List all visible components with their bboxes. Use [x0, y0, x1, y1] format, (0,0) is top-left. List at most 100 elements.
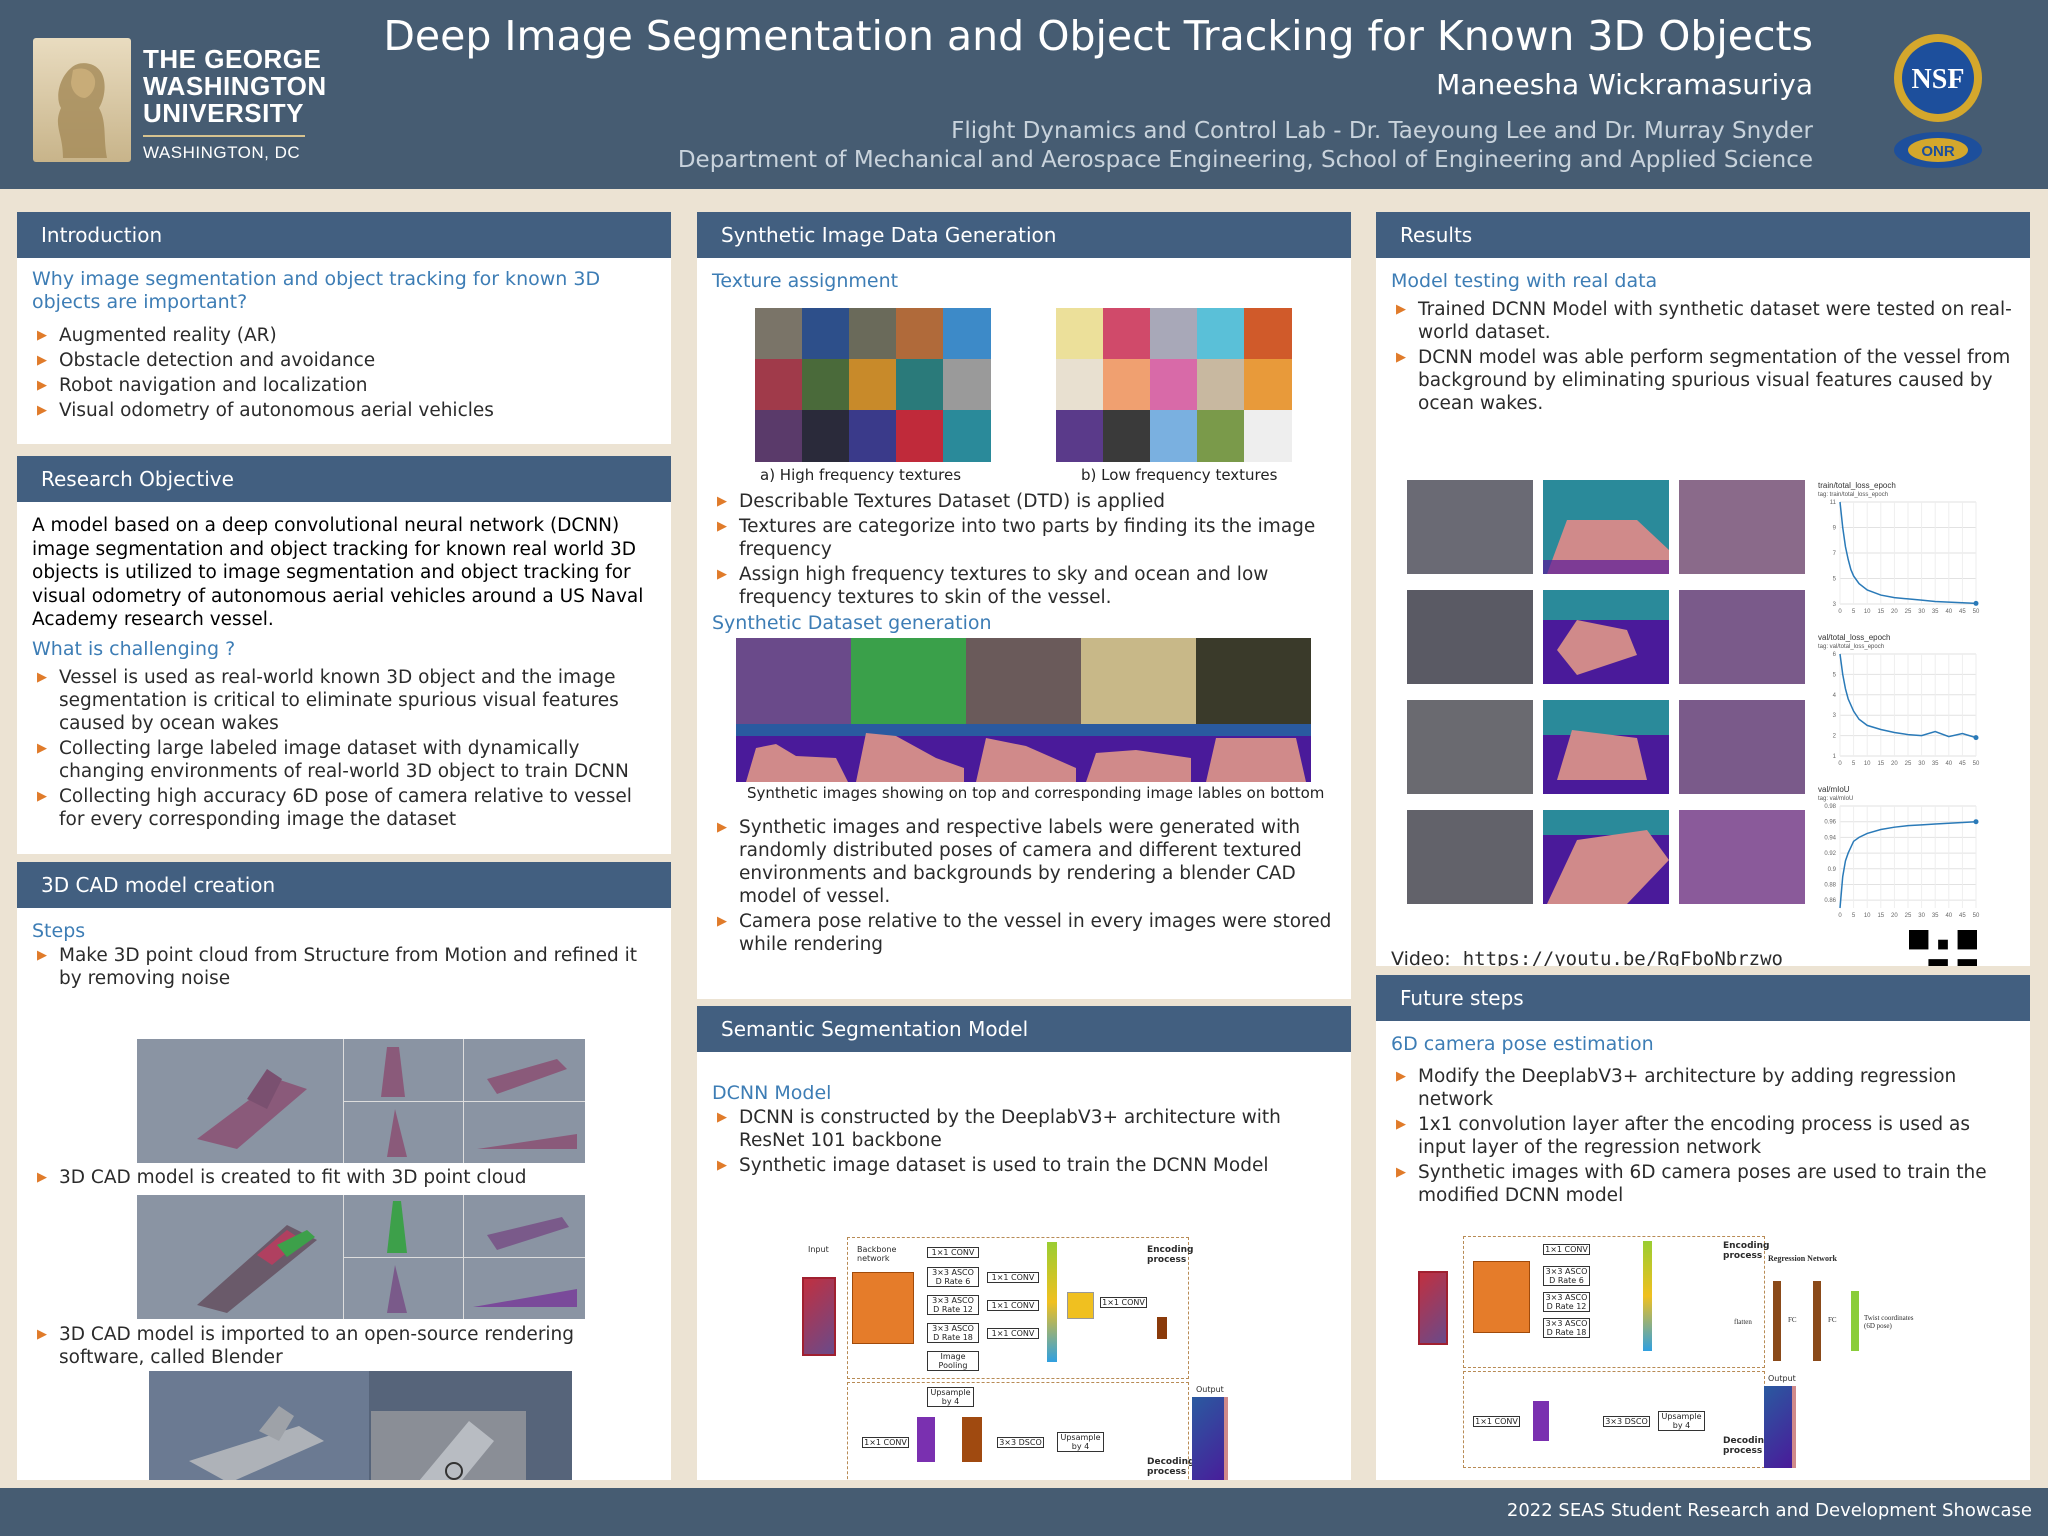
cad-model-figure: [137, 1195, 585, 1319]
research-objective-heading: Research Objective: [17, 456, 671, 502]
future-panel: Future steps 6D camera pose estimation M…: [1376, 975, 2030, 1480]
real-data-results-grid: [1407, 480, 1805, 904]
x-tick-label: 10: [1864, 913, 1871, 919]
poster-header: THE GEORGE WASHINGTON UNIVERSITY WASHING…: [0, 0, 2048, 189]
series-end-point: [1973, 600, 1979, 606]
regression-network-label: Regression Network: [1768, 1254, 1837, 1263]
future-input-icon: [1418, 1271, 1448, 1345]
concat-icon: [1067, 1292, 1094, 1319]
result-row-1: [1407, 480, 1805, 574]
decoding-box: [847, 1382, 1189, 1480]
qr-code-icon[interactable]: [1909, 930, 1977, 966]
x-tick-label: 0: [1838, 913, 1842, 919]
dcnn-heading: DCNN Model: [712, 1082, 832, 1104]
chart-tag: tag: val/mIoU: [1818, 796, 1853, 802]
fc-label-1: FC: [1788, 1316, 1797, 1324]
twist-output-icon: [1851, 1291, 1859, 1351]
list-item: Synthetic image dataset is used to train…: [712, 1154, 1339, 1177]
synthetic-panel: Synthetic Image Data Generation Texture …: [697, 212, 1351, 999]
challenge-list: Vessel is used as real-world known 3D ob…: [32, 666, 659, 831]
cad-heading: 3D CAD model creation: [17, 862, 671, 908]
point-cloud-figure: [137, 1039, 585, 1163]
list-item: Make 3D point cloud from Structure from …: [32, 944, 659, 990]
backbone-label: Backbone network: [857, 1245, 897, 1263]
x-tick-label: 0: [1838, 761, 1842, 767]
backbone-block-icon: [852, 1272, 914, 1344]
result-row-2: [1407, 590, 1805, 684]
future-conv1-decoder: 1×1 CONV: [1473, 1416, 1520, 1427]
loss-chart-1: train/total_loss_epoch tag: train/total_l…: [1818, 481, 1980, 615]
conv1-block-d: 1×1 CONV: [987, 1328, 1039, 1339]
x-tick-label: 0: [1838, 609, 1842, 615]
encoding-label: Encoding process: [1147, 1245, 1194, 1265]
x-tick-label: 5: [1852, 913, 1856, 919]
y-tick-label: 3: [1833, 713, 1837, 719]
y-tick-label: 5: [1833, 672, 1837, 678]
texture-caption-b: b) Low frequency textures: [1081, 466, 1278, 484]
series-line: [1839, 501, 1977, 605]
list-item: Textures are categorize into two parts b…: [712, 515, 1337, 561]
series-end-point: [1973, 819, 1979, 825]
chart-title: train/total_loss_epoch: [1818, 481, 1896, 490]
conv1-block-f: 1×1 CONV: [862, 1437, 909, 1448]
encoder-output-icon: [1157, 1317, 1167, 1339]
x-tick-label: 20: [1891, 609, 1898, 615]
fc-layer-1-icon: [1773, 1281, 1781, 1361]
feature-stack-icon: [1047, 1242, 1057, 1362]
objective-text: A model based on a deep convolutional ne…: [32, 515, 644, 630]
list-item: Trained DCNN Model with synthetic datase…: [1391, 298, 2018, 344]
list-item: Camera pose relative to the vessel in ev…: [712, 910, 1337, 956]
list-item: DCNN is constructed by the DeeplabV3+ ar…: [712, 1106, 1339, 1152]
upsample-block-b: Upsample by 4: [927, 1387, 974, 1407]
conv1-block-c: 1×1 CONV: [987, 1300, 1039, 1311]
poster-footer: 2022 SEAS Student Research and Developme…: [0, 1488, 2048, 1536]
nsf-logo-icon: NSF: [1894, 34, 1982, 122]
results-bullets: Trained DCNN Model with synthetic datase…: [1391, 298, 2018, 415]
loss-chart-2: val/total_loss_epoch tag: val/total_loss_…: [1818, 633, 1980, 767]
list-item: 3D CAD model is imported to an open-sour…: [32, 1323, 652, 1369]
decoder-concat-icon: [962, 1417, 982, 1462]
x-tick-label: 35: [1932, 761, 1939, 767]
dataset-caption: Synthetic images showing on top and corr…: [747, 784, 1325, 802]
introduction-heading: Introduction: [17, 212, 671, 258]
fc-label-2: FC: [1828, 1316, 1837, 1324]
pool-block: Image Pooling: [927, 1351, 979, 1371]
x-tick-label: 25: [1905, 609, 1912, 615]
video-url[interactable]: https://youtu.be/RgFboNbrzwo: [1462, 948, 1783, 966]
x-tick-label: 15: [1877, 761, 1884, 767]
y-tick-label: 3: [1833, 602, 1837, 608]
series-line: [1839, 653, 1977, 739]
x-tick-label: 45: [1959, 609, 1966, 615]
y-tick-label: 0.98: [1824, 804, 1836, 810]
asco6-block: 3×3 ASCO D Rate 6: [927, 1267, 979, 1287]
future-asco18-block: 3×3 ASCO D Rate 18: [1543, 1318, 1590, 1338]
x-tick-label: 40: [1945, 913, 1952, 919]
video-link-row: Video: https://youtu.be/RgFboNbrzwo: [1391, 948, 1783, 966]
decoding-label: Decoding process: [1147, 1457, 1195, 1477]
introduction-question: Why image segmentation and object tracki…: [32, 268, 601, 313]
gwu-name: THE GEORGE WASHINGTON UNIVERSITY: [143, 44, 327, 128]
future-asco12-block: 3×3 ASCO D Rate 12: [1543, 1292, 1590, 1312]
result-row-3: [1407, 700, 1805, 794]
high-frequency-textures: [755, 308, 991, 462]
semantic-heading: Semantic Segmentation Model: [697, 1006, 1351, 1052]
future-bullets: Modify the DeeplabV3+ architecture by ad…: [1391, 1065, 2018, 1207]
y-tick-label: 5: [1833, 577, 1837, 583]
future-decoder-feature-icon: [1533, 1401, 1549, 1441]
dataset-bullets: Synthetic images and respective labels w…: [712, 816, 1337, 958]
onr-logo-icon: ONR: [1894, 132, 1982, 168]
series-end-point: [1973, 735, 1979, 741]
list-item: Robot navigation and localization: [32, 374, 657, 397]
future-heading: Future steps: [1376, 975, 2030, 1021]
series-line: [1839, 820, 1977, 909]
y-tick-label: 11: [1830, 500, 1837, 506]
y-tick-label: 7: [1833, 551, 1837, 557]
future-output-image-icon: [1764, 1386, 1796, 1468]
x-tick-label: 10: [1864, 609, 1871, 615]
low-frequency-textures: [1056, 308, 1292, 462]
texture-heading: Texture assignment: [712, 270, 899, 292]
fc-layer-2-icon: [1813, 1281, 1821, 1361]
future-upsample-block: Upsample by 4: [1658, 1411, 1705, 1431]
future-subheading: 6D camera pose estimation: [1391, 1033, 1654, 1055]
x-tick-label: 20: [1891, 913, 1898, 919]
